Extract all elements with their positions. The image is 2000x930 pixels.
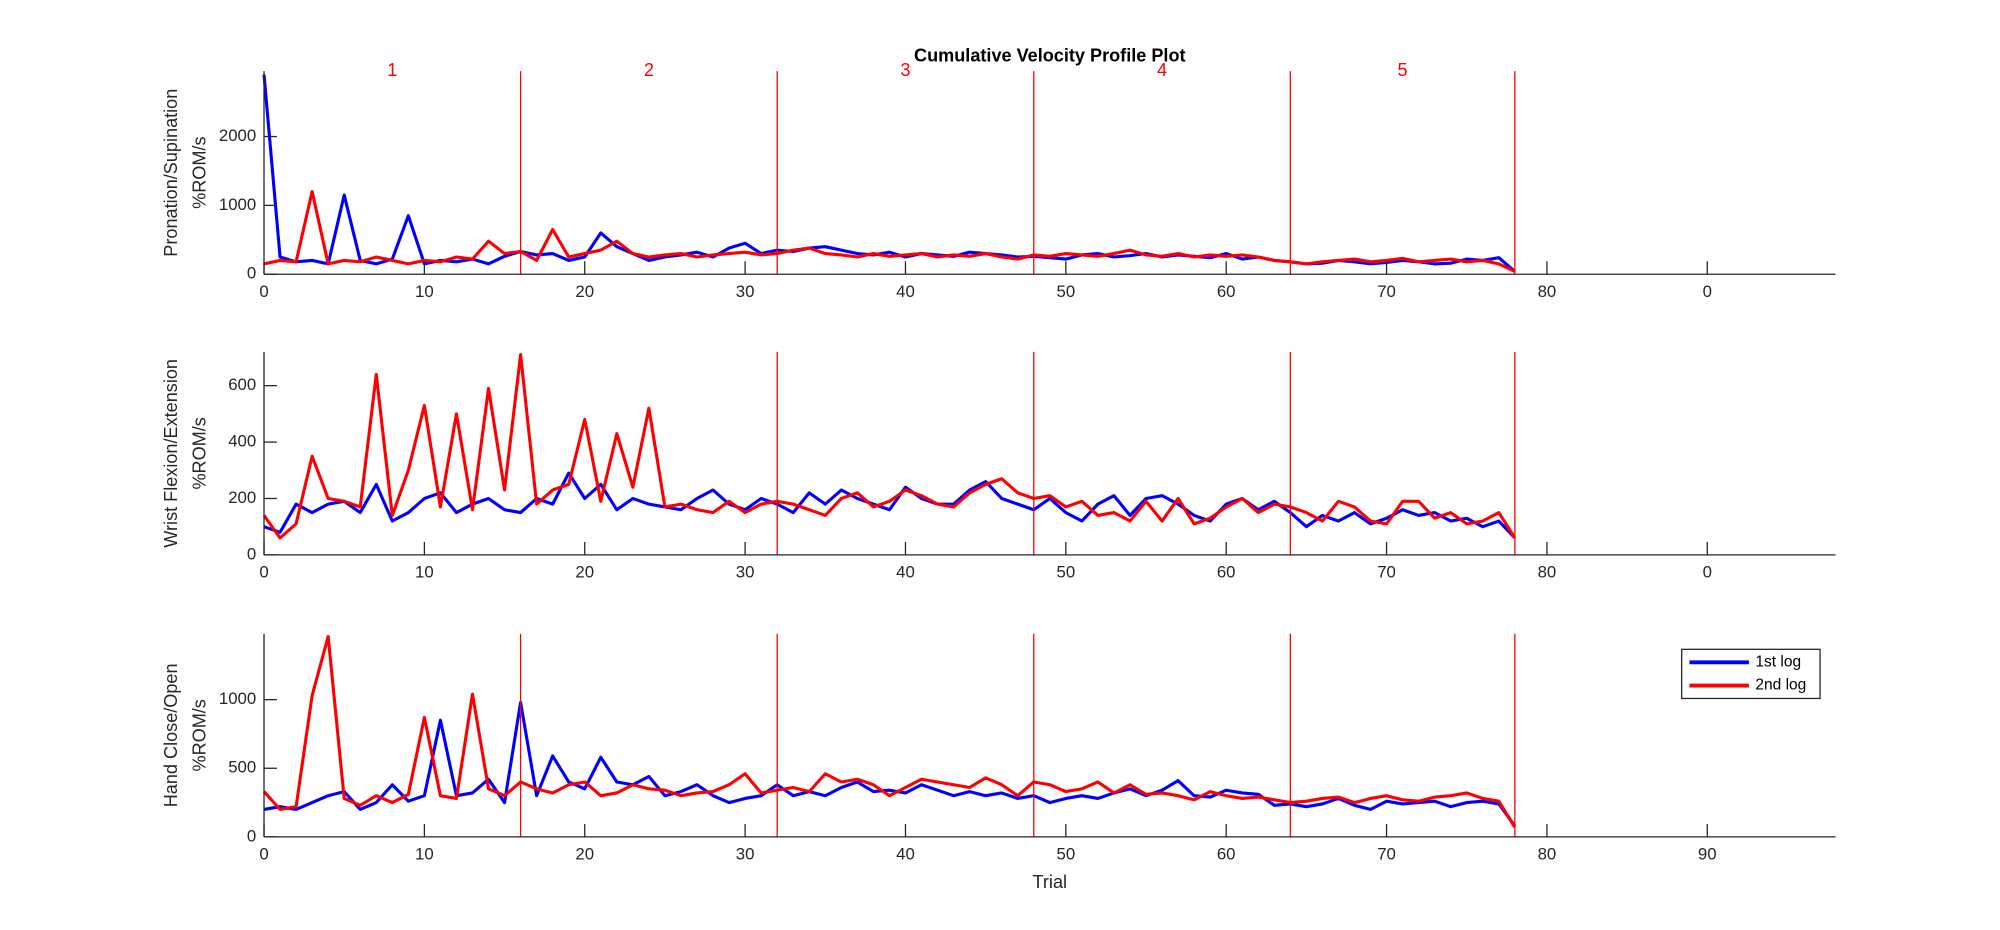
- x-tick-label: 90: [1698, 844, 1717, 863]
- data-line: [262, 353, 1517, 540]
- x-tick-label: 70: [1377, 282, 1396, 301]
- x-tick-label: 0: [1703, 282, 1712, 301]
- x-tick-label: 40: [896, 282, 915, 301]
- y-tick-label: 400: [228, 432, 256, 451]
- x-tick-label: 10: [415, 562, 434, 581]
- x-tick-label: 70: [1377, 562, 1396, 581]
- data-line: [262, 634, 1517, 829]
- y-axis-label: Hand Close/Open: [161, 663, 181, 807]
- y-tick-label: 1000: [219, 195, 256, 214]
- x-tick-label: 0: [1703, 562, 1712, 581]
- x-tick-label: 50: [1056, 282, 1075, 301]
- x-tick-label: 70: [1377, 844, 1396, 863]
- x-tick-label: 10: [415, 282, 434, 301]
- x-tick-label: 20: [575, 562, 594, 581]
- x-tick-label: 0: [259, 562, 268, 581]
- x-tick-label: 20: [575, 282, 594, 301]
- x-tick-label: 30: [736, 562, 755, 581]
- x-tick-label: 50: [1056, 844, 1075, 863]
- x-tick-label: 40: [896, 562, 915, 581]
- x-tick-label: 30: [736, 282, 755, 301]
- x-tick-label: 30: [736, 844, 755, 863]
- y-tick-label: 0: [247, 544, 256, 563]
- x-tick-label: 50: [1056, 562, 1075, 581]
- y-tick-label: 600: [228, 375, 256, 394]
- phase-label: 3: [900, 60, 910, 80]
- x-tick-label: 20: [575, 844, 594, 863]
- legend: 1st log 2nd log: [1681, 648, 1821, 700]
- phase-label: 1: [387, 60, 397, 80]
- x-axis-label: Trial: [1033, 872, 1068, 892]
- y-axis-label: %ROM/s: [189, 699, 209, 771]
- x-tick-label: 80: [1538, 562, 1557, 581]
- x-tick-label: 0: [259, 282, 268, 301]
- y-tick-label: 0: [247, 264, 256, 283]
- y-tick-label: 1000: [219, 689, 256, 708]
- x-tick-label: 60: [1217, 844, 1236, 863]
- y-axis-label: Pronation/Supination: [161, 89, 181, 257]
- chart-title: Cumulative Velocity Profile Plot: [914, 46, 1185, 66]
- y-axis-label: Wrist Flexion/Extension: [161, 359, 181, 548]
- data-line: [263, 190, 1516, 273]
- y-tick-label: 500: [228, 758, 256, 777]
- phase-label: 5: [1398, 60, 1408, 80]
- y-axis-label: %ROM/s: [189, 417, 209, 489]
- y-tick-label: 0: [247, 826, 256, 845]
- legend-label: 2nd log: [1755, 677, 1806, 694]
- legend-label: 1st log: [1755, 653, 1801, 670]
- x-tick-label: 0: [259, 844, 268, 863]
- x-tick-label: 40: [896, 844, 915, 863]
- data-line: [263, 700, 1517, 827]
- legend-box: [1681, 648, 1821, 700]
- x-tick-label: 80: [1538, 844, 1557, 863]
- y-tick-label: 200: [228, 488, 256, 507]
- x-tick-label: 10: [415, 844, 434, 863]
- phase-label: 4: [1157, 60, 1167, 80]
- phase-label: 2: [644, 60, 654, 80]
- y-axis-label: %ROM/s: [189, 136, 209, 208]
- x-tick-label: 60: [1217, 282, 1236, 301]
- x-tick-label: 80: [1538, 282, 1557, 301]
- y-tick-label: 2000: [219, 126, 256, 145]
- x-tick-label: 60: [1217, 562, 1236, 581]
